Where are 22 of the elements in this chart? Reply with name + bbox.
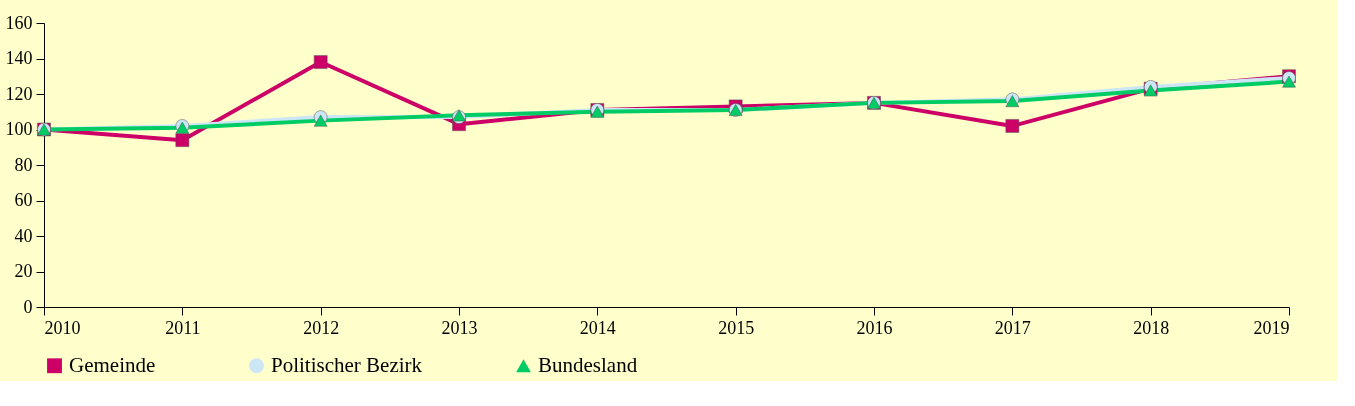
x-tick-label: 2013: [441, 317, 478, 338]
x-tick-label: 2015: [718, 317, 755, 338]
x-tick-label: 2017: [994, 317, 1031, 338]
legend-label: Politischer Bezirk: [271, 352, 423, 377]
legend-label: Bundesland: [538, 352, 638, 377]
y-tick-label: 120: [5, 83, 33, 104]
x-tick-label: 2010: [44, 317, 81, 338]
x-tick-label: 2014: [579, 317, 616, 338]
legend-label: Gemeinde: [69, 352, 156, 377]
y-tick-label: 20: [14, 261, 33, 281]
y-tick-label: 80: [14, 154, 33, 175]
y-tick-label: 140: [5, 48, 33, 68]
y-tick-label: 0: [23, 296, 33, 317]
y-tick-label: 160: [5, 12, 33, 33]
x-tick-label: 2016: [856, 317, 893, 338]
y-tick-label: 40: [14, 225, 33, 246]
x-tick-label: 2019: [1253, 317, 1290, 338]
x-tick-label: 2018: [1133, 317, 1170, 338]
x-tick-label: 2012: [303, 317, 340, 338]
y-tick-label: 60: [14, 190, 33, 210]
y-tick-label: 100: [5, 119, 33, 139]
x-tick-label: 2011: [165, 317, 201, 338]
